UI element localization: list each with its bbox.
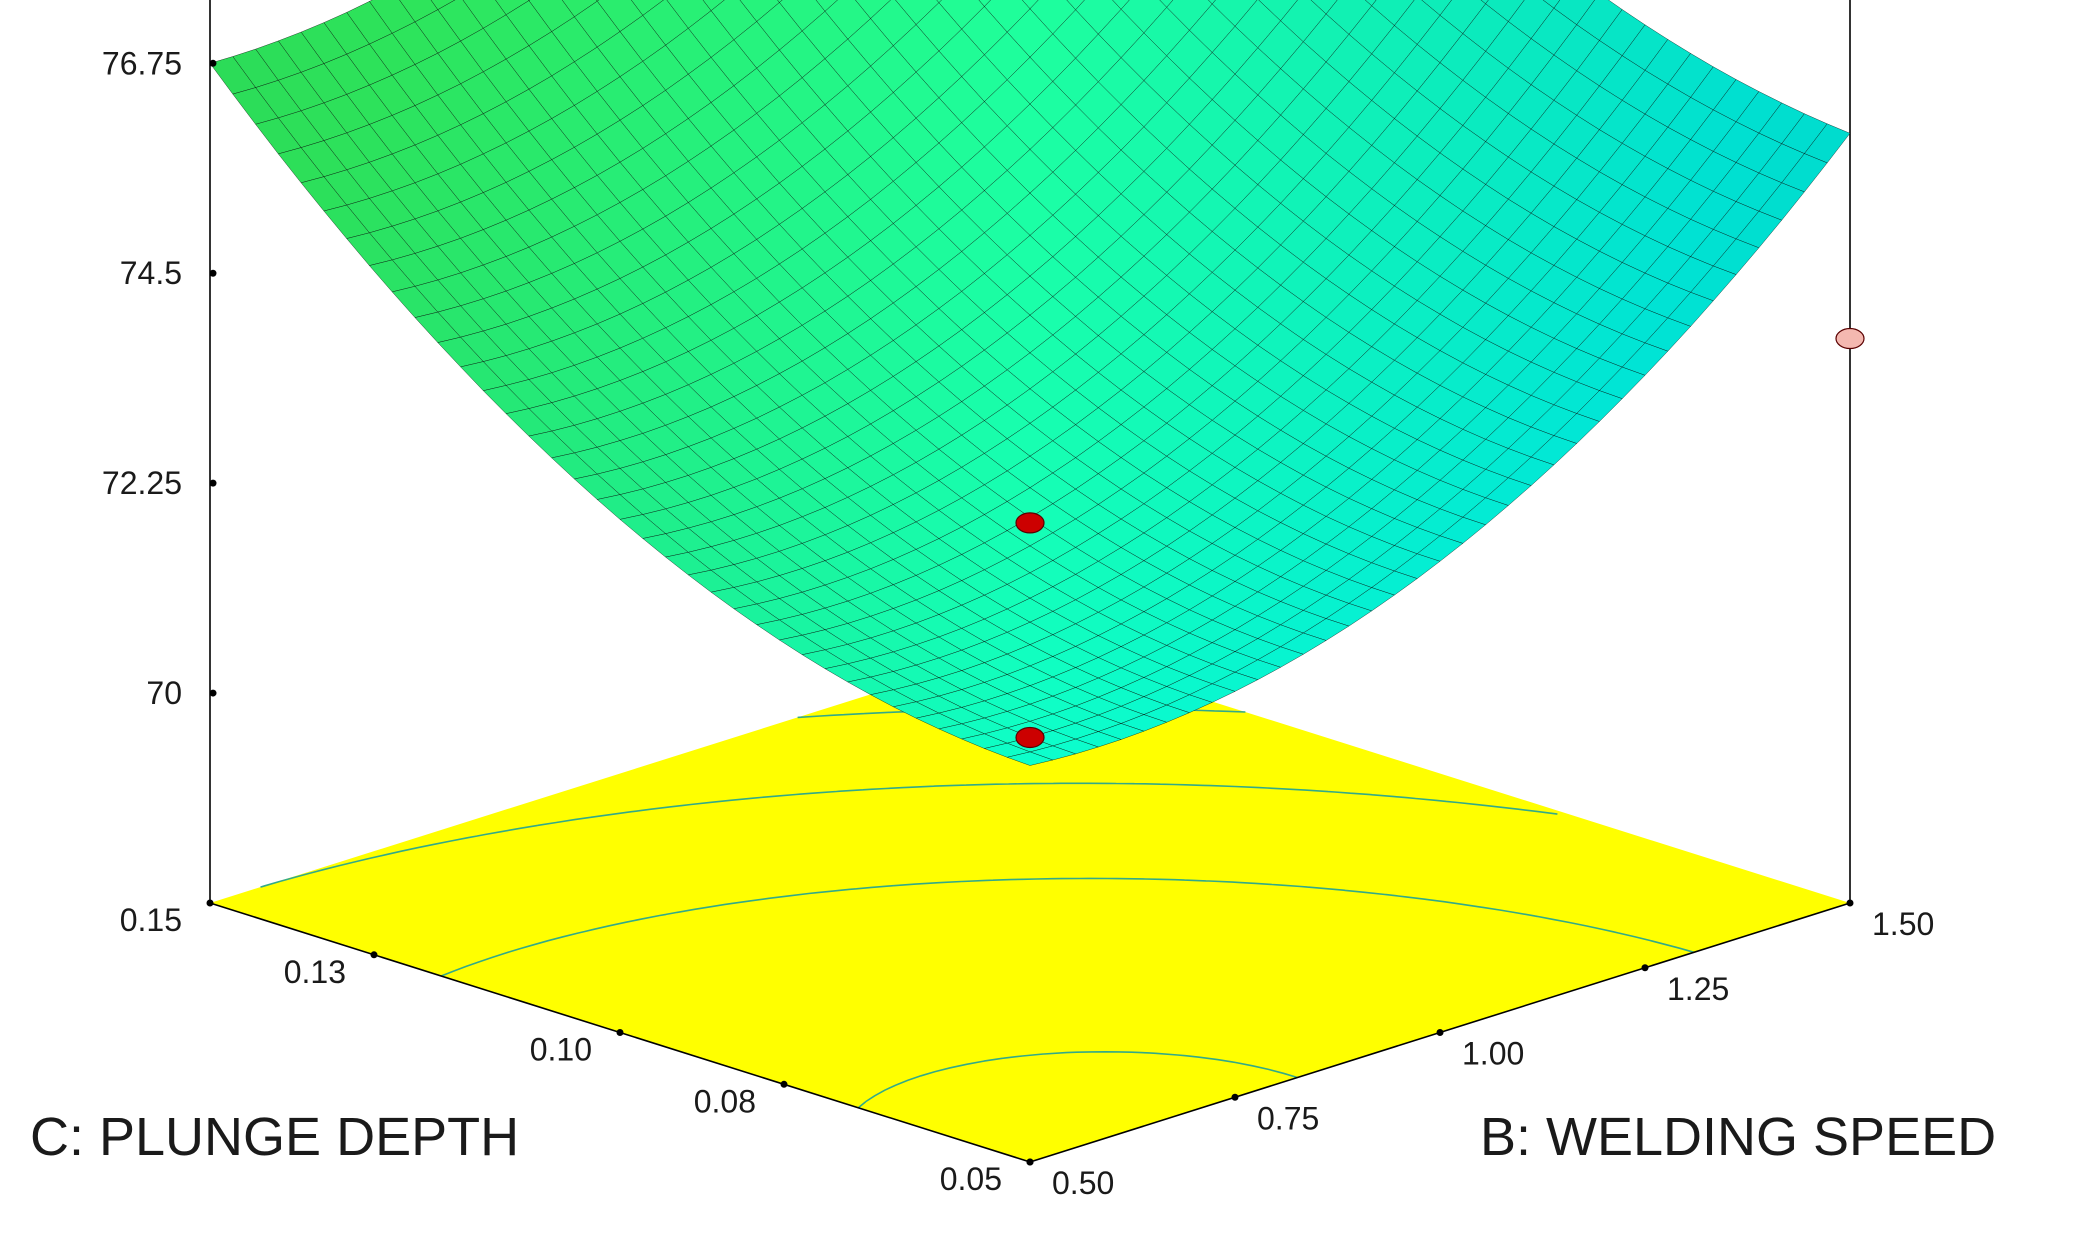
floor-contour-line	[260, 782, 1558, 888]
x-tick-mark	[616, 1029, 624, 1036]
design-point-marker	[1015, 726, 1045, 749]
z-tick-mark	[209, 269, 217, 277]
y-tick-mark	[1436, 1029, 1444, 1036]
x-tick-mark	[370, 951, 378, 959]
x-tick-mark	[206, 899, 214, 907]
design-points	[1015, 327, 1865, 749]
surface-cell	[815, 0, 838, 12]
surface-cell	[936, 0, 942, 4]
z-tick-label: 74.5	[120, 255, 182, 291]
surface-cell	[1021, 0, 1039, 10]
surface-cell	[1207, 0, 1216, 5]
surface-cell	[1112, 0, 1130, 10]
x-tick-label: 0.15	[120, 902, 182, 938]
surface-cell	[702, 0, 725, 12]
y-tick-mark	[1231, 1093, 1239, 1101]
x-tick-label: 0.13	[284, 954, 346, 990]
x-tick-mark	[780, 1080, 788, 1088]
y-tick-label: 0.75	[1257, 1100, 1319, 1136]
floor-contour-line	[857, 1051, 1298, 1109]
surface-cell	[1159, 0, 1174, 8]
z-tick-mark	[209, 689, 217, 697]
x-tick-label: 0.08	[694, 1083, 756, 1119]
y-tick-label: 1.50	[1872, 906, 1934, 942]
surface-cell	[1480, 0, 1489, 5]
y-tick-mark	[1641, 964, 1649, 972]
design-point-marker	[1015, 512, 1045, 534]
z-tick-mark	[209, 59, 217, 67]
x-axis-title: C: PLUNGE DEPTH	[30, 1107, 519, 1167]
y-tick-label: 0.50	[1052, 1165, 1114, 1201]
surface-cell	[1310, 0, 1338, 15]
z-tick-label: 72.25	[102, 465, 182, 501]
floor-contour-line	[440, 877, 1695, 977]
y-tick-mark	[1026, 1158, 1034, 1166]
x-tick-label: 0.05	[940, 1161, 1002, 1197]
surface-cell	[1542, 0, 1561, 9]
x-tick-label: 0.10	[530, 1032, 592, 1068]
z-tick-label: 76.75	[102, 45, 182, 81]
y-tick-mark	[1846, 899, 1854, 907]
z-tick-label: 70	[146, 675, 182, 711]
surface-cell	[1364, 0, 1377, 7]
surface-cell	[1066, 0, 1085, 11]
surface-cell	[978, 0, 992, 7]
y-tick-label: 1.00	[1462, 1036, 1524, 1072]
axis-ticks: 7072.2574.576.75790.050.080.100.130.150.…	[102, 45, 1934, 1201]
surface-cell	[1006, 751, 1054, 766]
design-point-marker	[1835, 327, 1865, 350]
surface-cell	[777, 0, 783, 3]
z-tick-mark	[209, 479, 217, 487]
y-tick-label: 1.25	[1667, 971, 1729, 1007]
response-surface	[209, 0, 1851, 766]
y-axis-title: B: WELDING SPEED	[1480, 1107, 1996, 1167]
